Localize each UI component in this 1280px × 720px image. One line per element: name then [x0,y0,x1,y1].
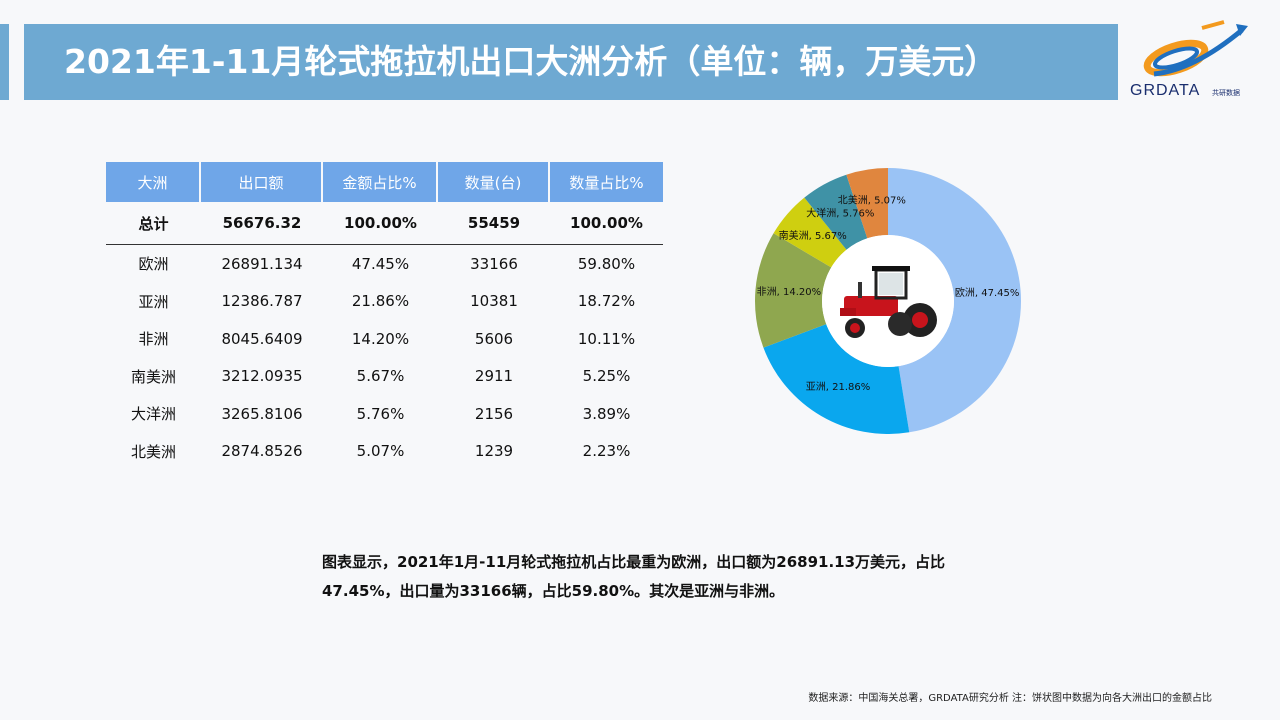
table-cell: 5.07% [356,442,405,461]
table-cell: 5.76% [356,404,405,423]
donut-slice [888,168,1021,433]
table-total-row: 总计 56676.32 100.00% 55459 100.00% [106,202,663,245]
tractor-image [840,266,937,338]
table-cell: 55459 [438,202,550,245]
col-header-export-value: 出口额 [201,162,323,202]
table-cell: 南美洲 [130,367,176,386]
table-cell: 1239 [474,442,514,461]
table-cell: 21.86% [351,292,410,311]
table-cell: 2156 [474,404,514,423]
left-accent-bar [0,24,9,100]
donut-slice-label: 南美洲, 5.67% [779,229,847,242]
donut-slice [755,233,832,348]
donut-slice [804,174,868,250]
table-cell: 14.20% [351,329,410,348]
table-cell: 2911 [474,367,514,386]
table-cell: 26891.134 [221,254,303,273]
table-cell: 5.25% [582,367,631,386]
donut-slice-label: 欧洲, 47.45% [955,287,1020,299]
donut-chart: 欧洲, 47.45% 亚洲, 21.86% 非洲, 14.20% 南美洲, 5.67%… [730,160,1050,460]
donut-slice [773,197,847,268]
donut-slice-label: 亚洲, 21.86% [806,381,871,393]
table-cell: 5.67% [356,367,405,386]
donut-slice-label: 非洲, 14.20% [757,286,822,298]
table-cell: 100.00% [323,202,438,245]
col-header-value-share: 金额占比% [323,162,438,202]
export-table: 大洲 出口额 金额占比% 数量(台) 数量占比% 总计 56676.32 100… [106,162,663,470]
table-header-row: 大洲 出口额 金额占比% 数量(台) 数量占比% [106,162,663,202]
donut-slice-label: 北美洲, 5.07% [838,193,906,206]
donut-chart-svg: 欧洲, 47.45% 亚洲, 21.86% 非洲, 14.20% 南美洲, 5.67%… [755,168,1021,434]
donut-slice-label: 大洋洲, 5.76% [806,207,874,220]
table-cell: 总计 [106,202,201,245]
table-cell: 欧洲 [138,255,169,274]
logo-sub-text: 共研数据 [1212,89,1240,97]
donut-slice [763,324,910,434]
table-cell: 47.45% [351,254,410,273]
table-cell: 100.00% [550,202,663,245]
table-cell: 北美洲 [130,442,176,461]
globe-arrow-icon [1143,20,1248,77]
table-row: 欧洲 26891.134 47.45% 33166 59.80% [106,245,663,283]
donut-slice [846,168,888,239]
summary-text: 图表显示，2021年1月-11月轮式拖拉机占比最重为欧洲，出口额为26891.1… [322,553,946,600]
table-cell: 5606 [474,329,514,348]
table-cell: 3.89% [582,404,631,423]
table-cell: 33166 [470,254,518,273]
table-cell: 10.11% [577,329,636,348]
page-title: 2021年1-11月轮式拖拉机出口大洲分析（单位：辆，万美元） [64,42,998,81]
logo-brand-text: GRDATA [1130,82,1201,99]
table-cell: 2.23% [582,442,631,461]
table-cell: 非洲 [138,330,169,349]
table-row: 非洲 8045.6409 14.20% 5606 10.11% [106,320,663,358]
source-note: 数据来源：中国海关总署，GRDATA研究分析 注：饼状图中数据为向各大洲出口的金… [808,693,1212,704]
table-cell: 8045.6409 [221,329,303,348]
table-row: 南美洲 3212.0935 5.67% 2911 5.25% [106,358,663,396]
table-cell: 3212.0935 [221,367,303,386]
table-cell: 56676.32 [201,202,323,245]
grdata-logo: GRDATA 共研数据 [1124,18,1260,104]
table-row: 亚洲 12386.787 21.86% 10381 18.72% [106,283,663,321]
table-row: 北美洲 2874.8526 5.07% 1239 2.23% [106,433,663,471]
table-cell: 大洋洲 [130,405,176,424]
table-cell: 12386.787 [221,292,303,311]
table-cell: 10381 [470,292,518,311]
col-header-quantity-share: 数量占比% [550,162,663,202]
table-cell: 18.72% [577,292,636,311]
col-header-continent: 大洲 [106,162,201,202]
table-cell: 59.80% [577,254,636,273]
table-cell: 亚洲 [138,292,169,311]
table-cell: 3265.8106 [221,404,303,423]
table-cell: 2874.8526 [221,442,303,461]
table-row: 大洋洲 3265.8106 5.76% 2156 3.89% [106,395,663,433]
col-header-quantity: 数量(台) [438,162,550,202]
title-bar: 2021年1-11月轮式拖拉机出口大洲分析（单位：辆，万美元） [24,24,1118,100]
